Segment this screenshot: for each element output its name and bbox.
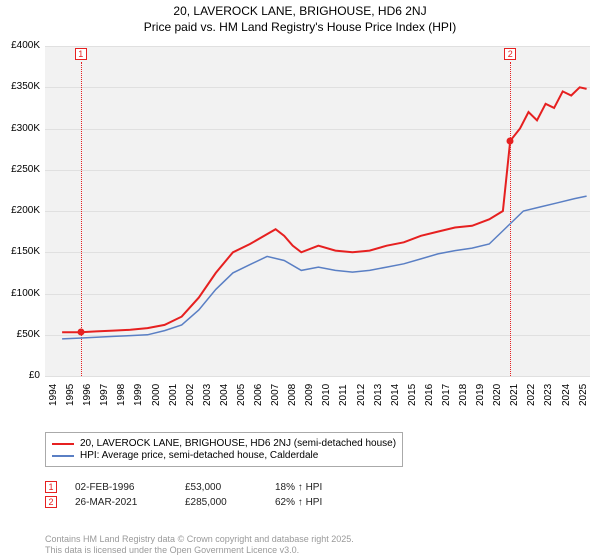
x-tick-label: 2022 <box>526 384 537 406</box>
x-tick-label: 2003 <box>202 384 213 406</box>
x-tick-label: 2015 <box>407 384 418 406</box>
attribution: Contains HM Land Registry data © Crown c… <box>45 534 354 557</box>
x-tick-label: 2010 <box>321 384 332 406</box>
x-tick-label: 2014 <box>390 384 401 406</box>
x-tick-label: 2016 <box>424 384 435 406</box>
x-tick-label: 2000 <box>151 384 162 406</box>
x-tick-label: 1999 <box>133 384 144 406</box>
chart-title-block: 20, LAVEROCK LANE, BRIGHOUSE, HD6 2NJ Pr… <box>0 0 600 35</box>
legend: 20, LAVEROCK LANE, BRIGHOUSE, HD6 2NJ (s… <box>45 432 403 467</box>
sale-price: £285,000 <box>185 497 275 508</box>
price-chart: £0£50K£100K£150K£200K£250K£300K£350K£400… <box>0 40 600 420</box>
x-tick-label: 2024 <box>561 384 572 406</box>
x-tick-label: 1998 <box>116 384 127 406</box>
attribution-line-1: Contains HM Land Registry data © Crown c… <box>45 534 354 545</box>
x-tick-label: 2021 <box>509 384 520 406</box>
x-tick-label: 2020 <box>492 384 503 406</box>
x-tick-label: 1996 <box>82 384 93 406</box>
sale-date: 26-MAR-2021 <box>75 497 185 508</box>
sale-marker-dot <box>507 137 514 144</box>
legend-swatch <box>52 443 74 445</box>
sale-row-marker: 2 <box>45 496 57 508</box>
x-tick-label: 2004 <box>219 384 230 406</box>
x-tick-label: 2025 <box>578 384 589 406</box>
sales-table: 1 02-FEB-1996£53,00018% ↑ HPI 2 26-MAR-2021… <box>45 478 365 511</box>
x-tick-label: 2019 <box>475 384 486 406</box>
legend-item: HPI: Average price, semi-detached house,… <box>52 450 396 461</box>
legend-label: 20, LAVEROCK LANE, BRIGHOUSE, HD6 2NJ (s… <box>80 438 396 449</box>
series-hpi <box>62 196 587 339</box>
x-tick-label: 2001 <box>168 384 179 406</box>
x-tick-label: 2011 <box>338 384 349 406</box>
title-line-2: Price paid vs. HM Land Registry's House … <box>0 20 600 36</box>
x-tick-label: 2007 <box>270 384 281 406</box>
sale-row-marker: 1 <box>45 481 57 493</box>
x-tick-label: 2006 <box>253 384 264 406</box>
attribution-line-2: This data is licensed under the Open Gov… <box>45 545 354 556</box>
x-tick-label: 2009 <box>304 384 315 406</box>
sale-pct: 62% ↑ HPI <box>275 497 365 508</box>
legend-item: 20, LAVEROCK LANE, BRIGHOUSE, HD6 2NJ (s… <box>52 438 396 449</box>
x-tick-label: 1997 <box>99 384 110 406</box>
sale-price: £53,000 <box>185 482 275 493</box>
legend-label: HPI: Average price, semi-detached house,… <box>80 450 318 461</box>
x-tick-label: 1995 <box>65 384 76 406</box>
x-tick-label: 2005 <box>236 384 247 406</box>
sale-row: 1 02-FEB-1996£53,00018% ↑ HPI <box>45 481 365 493</box>
sale-date: 02-FEB-1996 <box>75 482 185 493</box>
sale-pct: 18% ↑ HPI <box>275 482 365 493</box>
x-tick-label: 2008 <box>287 384 298 406</box>
x-tick-label: 2012 <box>356 384 367 406</box>
x-tick-label: 2018 <box>458 384 469 406</box>
x-tick-label: 2017 <box>441 384 452 406</box>
x-tick-label: 2013 <box>373 384 384 406</box>
title-line-1: 20, LAVEROCK LANE, BRIGHOUSE, HD6 2NJ <box>0 4 600 20</box>
legend-swatch <box>52 455 74 457</box>
x-tick-label: 2023 <box>543 384 554 406</box>
sale-row: 2 26-MAR-2021£285,00062% ↑ HPI <box>45 496 365 508</box>
x-tick-label: 2002 <box>185 384 196 406</box>
sale-marker-dot <box>77 329 84 336</box>
series-lines <box>0 40 590 376</box>
x-tick-label: 1994 <box>48 384 59 406</box>
gridline <box>45 376 590 377</box>
series-price_paid <box>62 87 587 332</box>
